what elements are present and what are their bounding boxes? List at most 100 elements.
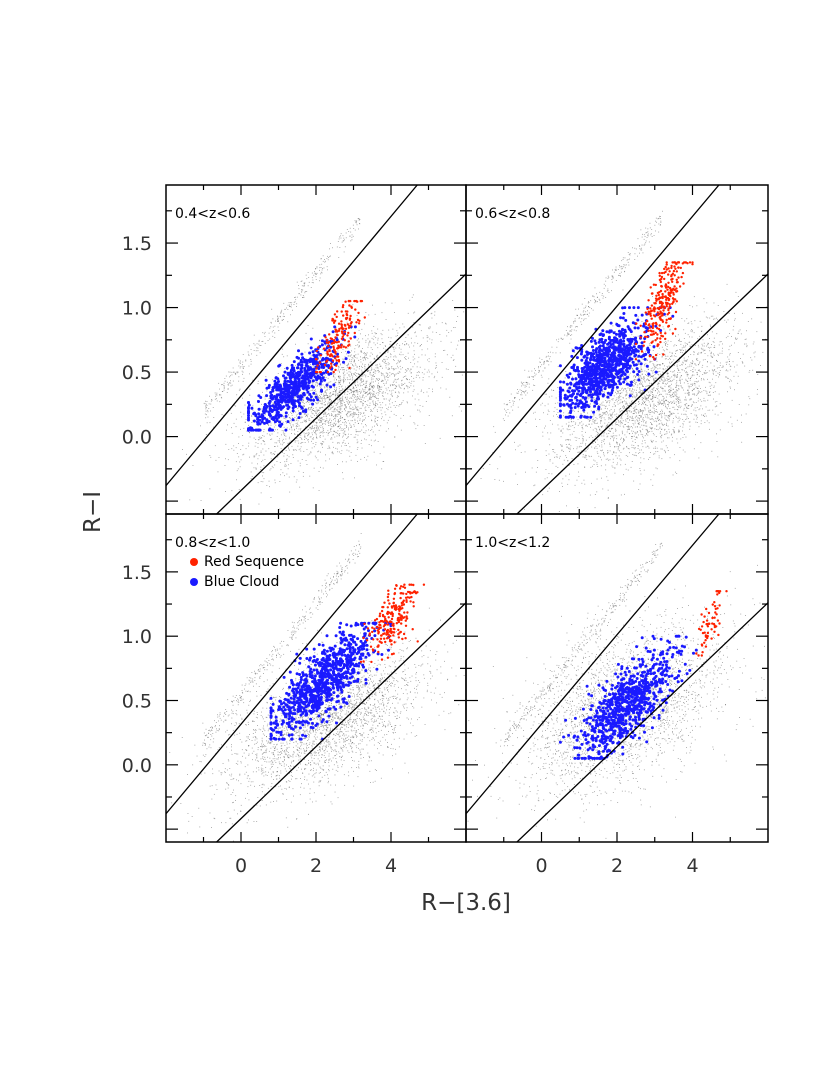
background-point xyxy=(656,360,658,362)
background-point xyxy=(591,482,592,484)
background-point xyxy=(642,409,644,411)
background-point xyxy=(344,239,345,241)
background-point xyxy=(669,361,670,363)
background-point xyxy=(300,416,302,418)
background-point xyxy=(346,365,348,366)
background-point xyxy=(641,369,643,371)
background-point xyxy=(325,420,327,422)
background-point xyxy=(368,434,370,436)
background-point xyxy=(365,312,367,313)
background-point xyxy=(395,323,397,325)
background-point xyxy=(338,377,340,379)
background-point xyxy=(384,359,386,361)
background-point xyxy=(355,375,356,376)
background-point xyxy=(390,353,391,355)
background-point xyxy=(607,489,609,491)
background-point xyxy=(560,337,562,339)
background-point xyxy=(337,241,339,242)
background-point xyxy=(361,369,363,371)
background-point xyxy=(349,389,351,391)
background-point xyxy=(332,376,334,378)
background-point xyxy=(675,399,677,400)
background-point xyxy=(354,390,356,391)
background-point xyxy=(380,404,382,406)
background-point xyxy=(558,428,560,430)
background-point xyxy=(396,386,397,388)
background-point xyxy=(371,379,373,381)
background-point xyxy=(342,400,344,402)
background-point xyxy=(260,452,262,453)
background-point xyxy=(694,394,696,396)
background-point xyxy=(299,465,301,467)
background-point xyxy=(358,228,359,230)
background-point xyxy=(581,482,583,484)
background-point xyxy=(441,362,443,363)
background-point xyxy=(374,358,375,360)
background-point xyxy=(387,376,389,378)
background-point xyxy=(272,335,274,337)
background-point xyxy=(568,426,570,428)
background-point xyxy=(662,440,664,442)
background-point xyxy=(240,428,241,430)
background-point xyxy=(364,365,366,367)
background-point xyxy=(360,412,362,414)
background-point xyxy=(218,382,220,384)
background-point xyxy=(293,301,295,303)
background-point xyxy=(380,389,382,390)
background-point xyxy=(641,247,642,249)
background-point xyxy=(386,358,388,360)
background-point xyxy=(669,431,670,433)
background-point xyxy=(505,404,507,406)
background-point xyxy=(684,451,686,453)
background-point xyxy=(607,451,609,453)
background-point xyxy=(698,397,699,399)
background-point xyxy=(290,421,292,423)
background-point xyxy=(611,398,613,400)
background-point xyxy=(269,338,271,340)
background-point xyxy=(656,424,658,426)
background-point xyxy=(320,451,321,453)
background-point xyxy=(696,372,698,374)
background-point xyxy=(653,369,654,371)
background-point xyxy=(353,383,355,385)
background-point xyxy=(713,387,715,388)
background-point xyxy=(258,455,260,457)
background-point xyxy=(257,383,259,385)
background-point xyxy=(729,353,731,354)
background-point xyxy=(335,359,337,360)
background-point xyxy=(631,430,633,432)
background-point xyxy=(650,479,652,481)
background-point xyxy=(387,393,389,395)
background-point xyxy=(316,437,318,439)
background-point xyxy=(382,361,384,362)
panel-plot-area xyxy=(166,185,466,514)
background-point xyxy=(607,275,609,277)
background-point xyxy=(686,380,688,382)
background-point xyxy=(362,381,364,382)
background-point xyxy=(303,409,305,411)
background-point xyxy=(271,331,273,333)
background-point xyxy=(291,445,293,447)
background-point xyxy=(338,435,340,437)
blue-cloud-point xyxy=(292,402,296,405)
background-point xyxy=(345,461,347,463)
background-point xyxy=(316,409,318,411)
background-point xyxy=(603,440,605,442)
blue-cloud-point xyxy=(286,371,290,375)
background-point xyxy=(344,419,346,420)
background-point xyxy=(225,375,227,377)
background-point xyxy=(226,381,228,383)
background-point xyxy=(303,432,305,434)
background-point xyxy=(688,394,690,396)
background-point xyxy=(338,399,340,401)
background-point xyxy=(659,224,661,226)
background-point xyxy=(374,372,376,374)
background-point xyxy=(325,398,327,399)
background-point xyxy=(304,442,306,443)
blue-cloud-point xyxy=(254,414,258,418)
background-point xyxy=(374,386,375,388)
background-point xyxy=(401,383,403,385)
background-point xyxy=(335,416,337,418)
background-point xyxy=(316,422,318,424)
background-point xyxy=(368,429,369,431)
